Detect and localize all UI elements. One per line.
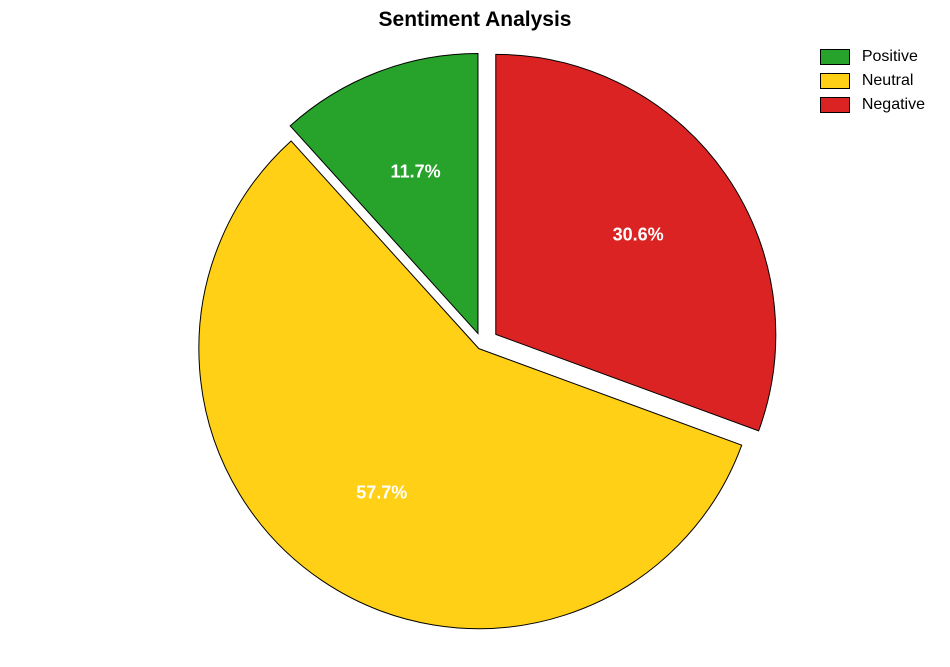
pie-svg xyxy=(0,0,950,662)
legend-swatch-positive xyxy=(820,49,850,65)
legend-label-positive: Positive xyxy=(862,48,918,66)
slice-label-positive: 11.7% xyxy=(391,161,441,182)
legend: Positive Neutral Negative xyxy=(820,48,925,120)
slice-label-negative: 30.6% xyxy=(613,225,664,246)
slice-label-neutral: 57.7% xyxy=(356,482,407,503)
legend-item-neutral: Neutral xyxy=(820,72,925,90)
legend-item-negative: Negative xyxy=(820,96,925,114)
legend-label-neutral: Neutral xyxy=(862,72,914,90)
pie-chart xyxy=(0,0,950,662)
legend-swatch-neutral xyxy=(820,73,850,89)
legend-swatch-negative xyxy=(820,97,850,113)
legend-item-positive: Positive xyxy=(820,48,925,66)
legend-label-negative: Negative xyxy=(862,96,925,114)
